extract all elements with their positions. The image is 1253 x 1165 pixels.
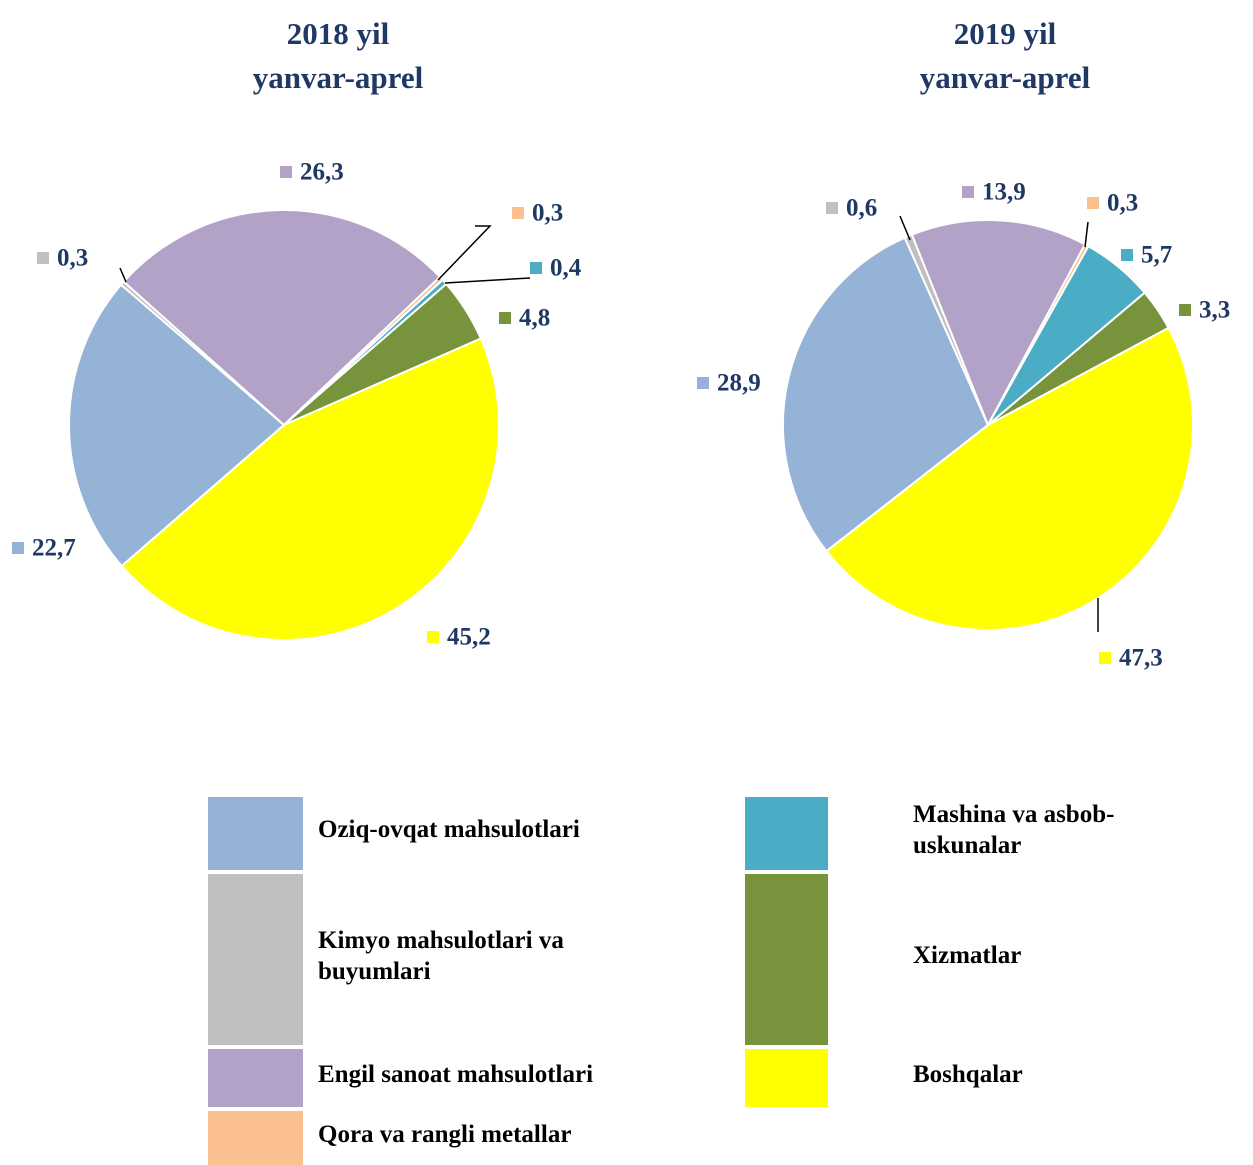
pie-slice bbox=[825, 326, 1194, 631]
label-marker bbox=[1087, 197, 1099, 209]
label-marker bbox=[1121, 249, 1133, 261]
legend-label: Kimyo mahsulotlari va buyumlari bbox=[318, 926, 564, 985]
legend-swatch bbox=[208, 874, 303, 1045]
legend-swatch bbox=[208, 1049, 303, 1107]
label-marker bbox=[512, 207, 524, 219]
chart-title: 2018 yil bbox=[287, 16, 390, 51]
data-label: 47,3 bbox=[1119, 645, 1163, 672]
label-marker bbox=[826, 202, 838, 214]
legend-swatch bbox=[745, 874, 828, 1045]
data-label: 13,9 bbox=[982, 179, 1026, 206]
leader-line bbox=[899, 215, 911, 241]
data-label: 22,7 bbox=[32, 535, 76, 562]
chart-subtitle: yanvar-aprel bbox=[253, 60, 424, 95]
label-marker bbox=[1179, 304, 1191, 316]
data-label: 0,3 bbox=[532, 200, 563, 227]
pie-slice bbox=[910, 219, 1087, 428]
data-label: 4,8 bbox=[519, 305, 550, 332]
pie-slice bbox=[120, 337, 500, 641]
data-label: 26,3 bbox=[300, 159, 344, 186]
legend-label: Engil sanoat mahsulotlari bbox=[318, 1060, 594, 1088]
leader-line bbox=[119, 267, 127, 283]
legend-swatch bbox=[745, 797, 828, 870]
label-marker bbox=[427, 631, 439, 643]
label-marker bbox=[37, 252, 49, 264]
legend-label: Qora va rangli metallar bbox=[318, 1120, 572, 1148]
legend-swatch bbox=[208, 797, 303, 870]
pie-slice bbox=[68, 283, 286, 568]
legend-label: Oziq-ovqat mahsulotlari bbox=[318, 816, 580, 843]
label-marker bbox=[530, 262, 542, 274]
chart-subtitle: yanvar-aprel bbox=[920, 60, 1091, 95]
label-marker bbox=[12, 542, 24, 554]
label-marker bbox=[1099, 652, 1111, 664]
leader-line bbox=[437, 225, 492, 281]
data-label: 28,9 bbox=[717, 370, 761, 397]
pie-slice bbox=[122, 209, 442, 427]
leader-line bbox=[444, 277, 531, 284]
legend-label: Boshqalar bbox=[913, 1060, 1023, 1088]
legend-swatch bbox=[208, 1111, 303, 1165]
legend-label: Mashina va asbob-uskunalar bbox=[913, 800, 1115, 859]
data-label: 45,2 bbox=[447, 624, 491, 651]
data-label: 5,7 bbox=[1141, 242, 1172, 269]
label-marker bbox=[280, 166, 292, 178]
legend-swatch bbox=[745, 1049, 828, 1107]
label-marker bbox=[499, 312, 511, 324]
leader-line bbox=[1084, 221, 1089, 248]
data-label: 0,4 bbox=[550, 255, 582, 282]
chart-title: 2019 yil bbox=[954, 16, 1057, 51]
data-label: 0,3 bbox=[1107, 190, 1138, 217]
data-label: 0,6 bbox=[846, 195, 877, 222]
label-marker bbox=[962, 186, 974, 198]
legend-label: Xizmatlar bbox=[913, 942, 1022, 969]
data-label: 3,3 bbox=[1199, 297, 1230, 324]
pie-slice bbox=[782, 236, 990, 553]
label-marker bbox=[697, 377, 709, 389]
data-label: 0,3 bbox=[57, 245, 88, 272]
